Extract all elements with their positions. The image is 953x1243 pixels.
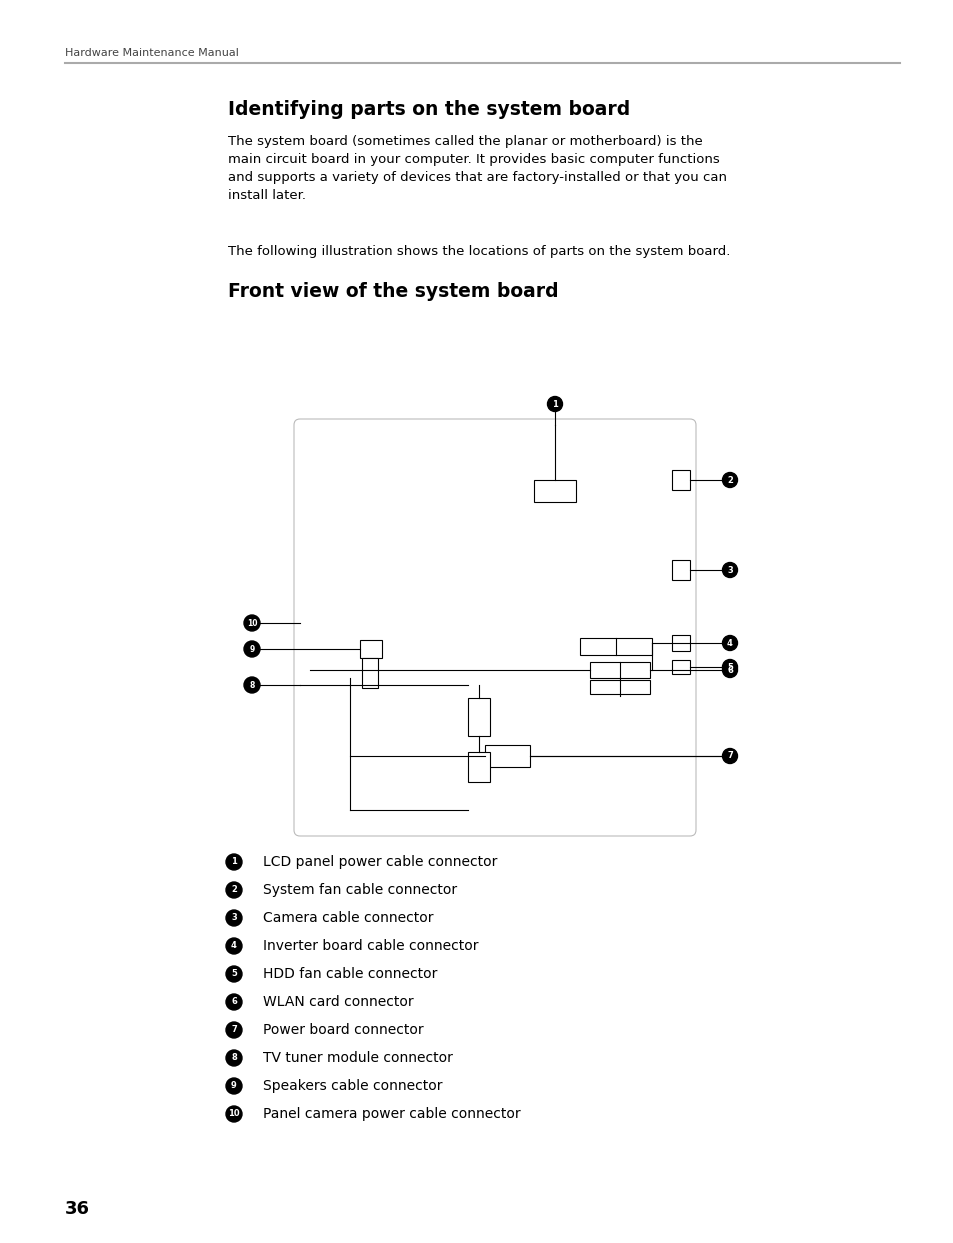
Circle shape: [226, 854, 242, 870]
Bar: [468, 752, 490, 782]
Circle shape: [721, 748, 737, 763]
Circle shape: [226, 1078, 242, 1094]
Circle shape: [226, 938, 242, 953]
Circle shape: [721, 635, 737, 650]
Text: 8: 8: [249, 680, 254, 690]
Circle shape: [244, 615, 260, 631]
Text: Identifying parts on the system board: Identifying parts on the system board: [228, 99, 630, 119]
Text: 5: 5: [726, 663, 732, 671]
Circle shape: [721, 660, 737, 675]
Text: Camera cable connector: Camera cable connector: [263, 911, 433, 925]
Bar: [484, 745, 530, 767]
Text: 2: 2: [231, 885, 236, 895]
Circle shape: [547, 397, 562, 411]
Circle shape: [721, 663, 737, 677]
Text: 7: 7: [231, 1025, 236, 1034]
Text: 9: 9: [231, 1081, 236, 1090]
Circle shape: [226, 966, 242, 982]
Bar: [361, 658, 377, 687]
Text: The following illustration shows the locations of parts on the system board.: The following illustration shows the loc…: [228, 245, 730, 259]
Circle shape: [226, 994, 242, 1011]
Text: Speakers cable connector: Speakers cable connector: [263, 1079, 442, 1093]
Text: Hardware Maintenance Manual: Hardware Maintenance Manual: [65, 48, 238, 58]
Text: 1: 1: [552, 399, 558, 409]
Text: Front view of the system board: Front view of the system board: [228, 282, 558, 301]
Text: 4: 4: [231, 941, 236, 951]
Text: 3: 3: [726, 566, 732, 574]
Circle shape: [226, 883, 242, 897]
Circle shape: [721, 472, 737, 487]
Text: 4: 4: [726, 639, 732, 648]
Circle shape: [226, 1022, 242, 1038]
Bar: [671, 660, 689, 674]
Text: TV tuner module connector: TV tuner module connector: [263, 1052, 453, 1065]
Text: 6: 6: [726, 665, 732, 675]
Bar: [671, 635, 689, 651]
Circle shape: [226, 1106, 242, 1122]
Circle shape: [721, 563, 737, 578]
Text: 7: 7: [726, 752, 732, 761]
Text: The system board (sometimes called the planar or motherboard) is the: The system board (sometimes called the p…: [228, 135, 702, 148]
Text: 10: 10: [228, 1110, 239, 1119]
Text: System fan cable connector: System fan cable connector: [263, 883, 456, 897]
Text: 9: 9: [249, 645, 254, 654]
Text: WLAN card connector: WLAN card connector: [263, 994, 414, 1009]
Text: Panel camera power cable connector: Panel camera power cable connector: [263, 1108, 520, 1121]
Text: and supports a variety of devices that are factory-installed or that you can: and supports a variety of devices that a…: [228, 172, 726, 184]
Bar: [534, 480, 576, 502]
Bar: [359, 640, 381, 658]
Bar: [671, 561, 689, 580]
FancyBboxPatch shape: [294, 419, 696, 837]
Bar: [671, 470, 689, 490]
Text: main circuit board in your computer. It provides basic computer functions: main circuit board in your computer. It …: [228, 153, 719, 167]
Text: 2: 2: [726, 476, 732, 485]
Bar: [589, 663, 649, 677]
Text: 3: 3: [231, 914, 236, 922]
Text: install later.: install later.: [228, 189, 306, 203]
Bar: [579, 638, 651, 655]
Circle shape: [244, 677, 260, 694]
Text: Power board connector: Power board connector: [263, 1023, 423, 1037]
Text: Inverter board cable connector: Inverter board cable connector: [263, 938, 478, 953]
Text: 6: 6: [231, 997, 236, 1007]
Text: 8: 8: [231, 1054, 236, 1063]
Text: LCD panel power cable connector: LCD panel power cable connector: [263, 855, 497, 869]
Circle shape: [244, 641, 260, 658]
Text: 1: 1: [231, 858, 236, 866]
Text: 5: 5: [231, 970, 236, 978]
Bar: [589, 680, 649, 694]
Bar: [468, 699, 490, 736]
Text: HDD fan cable connector: HDD fan cable connector: [263, 967, 436, 981]
Circle shape: [226, 1050, 242, 1066]
Text: 10: 10: [247, 619, 257, 628]
Text: 36: 36: [65, 1199, 90, 1218]
Circle shape: [226, 910, 242, 926]
